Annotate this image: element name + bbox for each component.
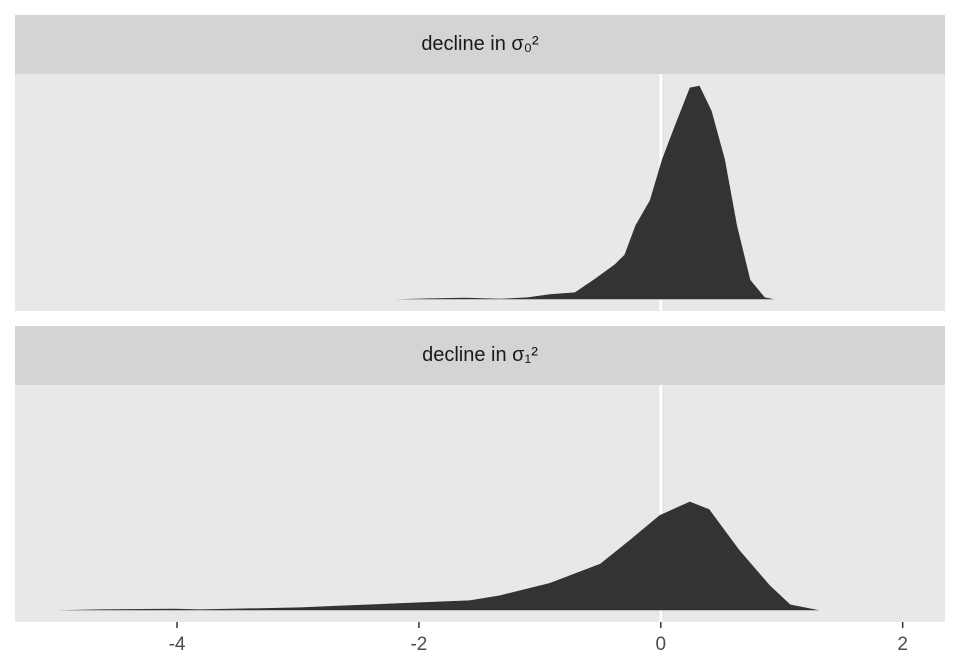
density-area <box>394 85 775 300</box>
x-tick-label: -4 <box>169 634 186 655</box>
strip-title: decline in σ₀² <box>421 33 539 55</box>
panel <box>15 385 945 622</box>
strip-title: decline in σ₁² <box>422 344 538 366</box>
density-area <box>57 501 820 611</box>
strip <box>15 15 945 74</box>
x-tick-label: -2 <box>410 634 427 655</box>
x-tick-label: 2 <box>897 634 908 655</box>
strip <box>15 326 945 385</box>
x-tick-label: 0 <box>656 634 667 655</box>
panel <box>15 74 945 311</box>
